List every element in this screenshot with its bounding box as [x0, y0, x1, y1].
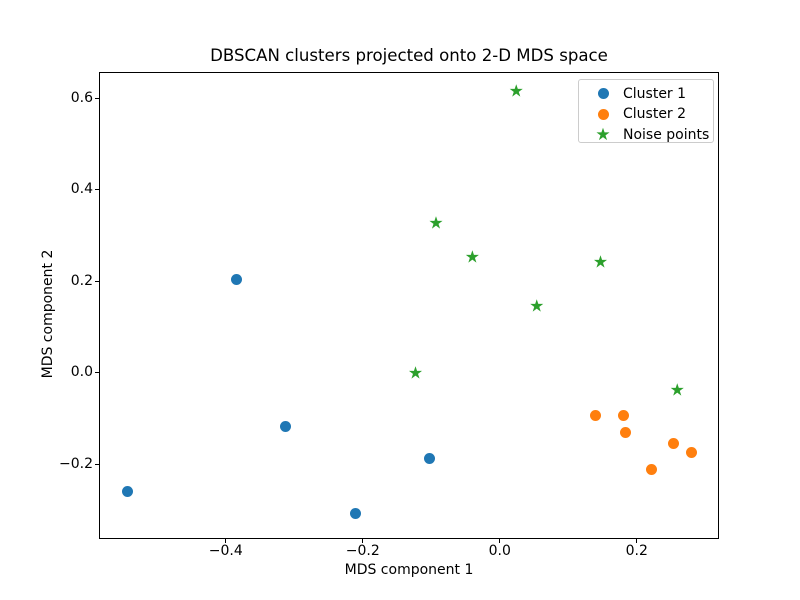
- data-point-cluster-1: [279, 420, 291, 432]
- x-tick-label: −0.4: [208, 543, 243, 559]
- x-tick-label: 0.0: [488, 543, 511, 559]
- data-point-cluster-1: [122, 485, 134, 497]
- y-tick-mark: [95, 280, 99, 282]
- y-tick-mark: [95, 372, 99, 374]
- data-point-cluster-2: [620, 427, 632, 439]
- legend-entry: ★ Noise points: [579, 125, 713, 146]
- y-tick-mark: [95, 189, 99, 191]
- data-point-noise-points: ★: [669, 380, 685, 401]
- data-point-noise-points: ★: [592, 252, 609, 273]
- y-tick-label: 0.2: [70, 272, 93, 289]
- y-tick-mark: [95, 463, 99, 465]
- y-tick-label: 0.6: [70, 90, 93, 106]
- y-tick-mark: [95, 98, 99, 99]
- x-tick-mark: [362, 539, 364, 543]
- x-tick-mark: [225, 539, 227, 543]
- y-tick-label: 0.0: [70, 364, 93, 381]
- data-point-noise-points: ★: [508, 81, 524, 102]
- data-point-cluster-1: [350, 507, 362, 519]
- x-tick-mark: [636, 539, 638, 543]
- chart-title: DBSCAN clusters projected onto 2-D MDS s…: [210, 46, 608, 65]
- data-point-cluster-1: [423, 453, 435, 465]
- data-point-cluster-2: [618, 410, 630, 422]
- legend-dot-icon: [592, 108, 614, 120]
- data-point-cluster-2: [667, 437, 679, 449]
- y-tick-label: 0.4: [70, 181, 93, 198]
- legend-entry: Cluster 1: [579, 84, 713, 105]
- data-point-cluster-1: [231, 273, 243, 285]
- x-axis-label: MDS component 1: [344, 562, 474, 578]
- legend-dot-icon: [592, 88, 614, 100]
- data-point-noise-points: ★: [407, 364, 424, 385]
- data-point-cluster-2: [646, 463, 658, 475]
- x-tick-label: 0.2: [625, 543, 648, 559]
- data-point-noise-points: ★: [529, 296, 545, 317]
- legend-label: Cluster 1: [623, 85, 687, 102]
- data-point-cluster-2: [686, 447, 698, 459]
- data-point-noise-points: ★: [428, 213, 444, 234]
- y-axis-label: MDS component 2: [40, 249, 56, 379]
- plot-area: [99, 72, 719, 539]
- y-tick-label: −0.2: [59, 455, 93, 472]
- legend-entry: Cluster 2: [579, 104, 713, 125]
- legend-label: Cluster 2: [623, 106, 687, 123]
- data-point-cluster-2: [590, 410, 602, 422]
- legend-label: Noise points: [623, 126, 710, 143]
- x-tick-label: −0.2: [345, 543, 380, 559]
- x-tick-mark: [499, 539, 501, 543]
- legend-star-icon: ★: [595, 124, 611, 145]
- legend: Cluster 1 Cluster 2 ★ Noise points: [578, 79, 714, 143]
- data-point-noise-points: ★: [464, 247, 480, 268]
